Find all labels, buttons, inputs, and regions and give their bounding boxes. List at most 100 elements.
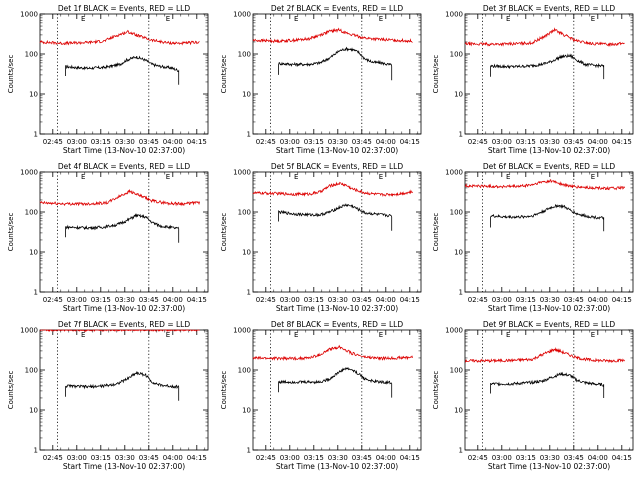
chart-panel-2: Det 2f BLACK = Events, RED = LLD 1 10 100 10…	[220, 4, 422, 155]
plot-frame	[39, 171, 209, 293]
x-tick-label: 04:00	[163, 138, 183, 146]
y-tick-label: 100	[238, 209, 251, 217]
x-tick-label: 04:15	[187, 296, 207, 304]
x-tick-label: 04:15	[187, 454, 207, 462]
y-tick-label: 10	[454, 407, 463, 415]
eclipse-marker-label: E	[81, 15, 85, 23]
y-tick-label: 1	[459, 447, 463, 455]
y-tick-label: 1	[247, 289, 251, 297]
plot-frame	[39, 13, 209, 135]
x-tick-label: 03:15	[91, 296, 111, 304]
chart-panel-4: Det 4f BLACK = Events, RED = LLD 1 10 100 10…	[7, 162, 209, 313]
x-tick-label: 03:45	[139, 454, 159, 462]
x-tick-label: 03:45	[564, 296, 584, 304]
y-tick-label: 10	[242, 91, 251, 99]
plot-frame	[464, 329, 634, 451]
series-line-events	[278, 203, 393, 231]
x-tick-label: 04:00	[376, 454, 396, 462]
x-tick-label: 02:45	[468, 138, 488, 146]
plot-frame	[464, 171, 634, 293]
x-tick-label: 03:15	[516, 138, 536, 146]
x-tick-label: 03:30	[115, 296, 135, 304]
x-axis-label: Start Time (13-Nov-10 02:37:00)	[488, 146, 610, 155]
eclipse-marker-label: E	[81, 331, 85, 339]
y-axis-label: Counts/sec	[7, 371, 15, 410]
x-tick-label: 02:45	[256, 296, 276, 304]
x-tick-label: 03:30	[115, 138, 135, 146]
y-tick-label: 1	[247, 131, 251, 139]
x-tick-label: 03:30	[328, 138, 348, 146]
x-tick-label: 03:15	[516, 454, 536, 462]
y-axis-label: Counts/sec	[432, 55, 440, 94]
y-tick-label: 100	[25, 209, 38, 217]
eclipse-marker-label: E	[379, 15, 383, 23]
series-line-lld	[252, 344, 413, 361]
y-tick-label: 10	[454, 249, 463, 257]
x-tick-label: 03:15	[91, 454, 111, 462]
chart-title: Det 7f BLACK = Events, RED = LLD	[58, 320, 191, 329]
x-tick-label: 04:15	[612, 138, 632, 146]
chart-title: Det 6f BLACK = Events, RED = LLD	[483, 162, 616, 171]
x-axis-label: Start Time (13-Nov-10 02:37:00)	[63, 304, 185, 313]
x-tick-label: 03:00	[492, 138, 512, 146]
x-tick-label: 02:45	[43, 454, 63, 462]
y-tick-label: 10	[29, 91, 38, 99]
x-axis-label: Start Time (13-Nov-10 02:37:00)	[276, 146, 398, 155]
series-line-lld	[465, 347, 625, 364]
y-tick-label: 10	[454, 91, 463, 99]
x-tick-label: 03:45	[139, 138, 159, 146]
x-tick-label: 03:00	[67, 454, 87, 462]
x-tick-label: 03:15	[516, 296, 536, 304]
y-tick-label: 1	[459, 131, 463, 139]
y-tick-label: 10	[29, 249, 38, 257]
chart-title: Det 9f BLACK = Events, RED = LLD	[483, 320, 616, 329]
series-line-events	[278, 366, 393, 398]
plot-frame	[252, 329, 422, 451]
chart-panel-5: Det 5f BLACK = Events, RED = LLD 1 10 100 10…	[220, 162, 422, 313]
y-tick-label: 1	[34, 447, 38, 455]
series-line-lld	[465, 179, 625, 191]
x-tick-label: 03:45	[352, 138, 372, 146]
x-tick-label: 03:45	[564, 454, 584, 462]
x-tick-label: 02:45	[468, 296, 488, 304]
eclipse-marker-label: E	[166, 173, 170, 181]
series-line-events	[278, 46, 393, 81]
y-tick-label: 1000	[445, 11, 463, 19]
x-tick-label: 04:00	[588, 296, 608, 304]
series-line-lld	[39, 329, 200, 333]
chart-panel-1: Det 1f BLACK = Events, RED = LLD 1 10 100 10…	[7, 4, 209, 155]
y-tick-label: 1	[34, 289, 38, 297]
x-tick-label: 02:45	[256, 454, 276, 462]
x-tick-label: 03:30	[328, 296, 348, 304]
x-tick-label: 03:15	[304, 138, 324, 146]
x-tick-label: 03:15	[91, 138, 111, 146]
x-tick-label: 04:15	[612, 454, 632, 462]
y-axis-label: Counts/sec	[432, 371, 440, 410]
x-axis-label: Start Time (13-Nov-10 02:37:00)	[488, 462, 610, 471]
x-axis-label: Start Time (13-Nov-10 02:37:00)	[276, 304, 398, 313]
x-tick-label: 03:00	[280, 138, 300, 146]
x-tick-label: 04:00	[163, 296, 183, 304]
chart-title: Det 3f BLACK = Events, RED = LLD	[483, 4, 616, 13]
y-tick-label: 1000	[233, 11, 251, 19]
x-tick-label: 04:15	[612, 296, 632, 304]
series-line-events	[490, 53, 605, 80]
series-line-events	[490, 371, 605, 398]
chart-title: Det 5f BLACK = Events, RED = LLD	[271, 162, 404, 171]
x-tick-label: 03:45	[564, 138, 584, 146]
x-tick-label: 04:00	[588, 454, 608, 462]
series-line-events	[65, 213, 180, 243]
y-axis-label: Counts/sec	[220, 213, 228, 252]
eclipse-marker-label: E	[591, 15, 595, 23]
y-tick-label: 10	[242, 407, 251, 415]
x-tick-label: 02:45	[43, 138, 63, 146]
plot-frame	[464, 13, 634, 135]
y-tick-label: 1000	[20, 11, 38, 19]
x-tick-label: 04:00	[376, 138, 396, 146]
x-tick-label: 03:00	[280, 454, 300, 462]
chart-title: Det 4f BLACK = Events, RED = LLD	[58, 162, 191, 171]
x-tick-label: 03:00	[67, 138, 87, 146]
eclipse-marker-label: E	[591, 173, 595, 181]
y-axis-label: Counts/sec	[220, 371, 228, 410]
